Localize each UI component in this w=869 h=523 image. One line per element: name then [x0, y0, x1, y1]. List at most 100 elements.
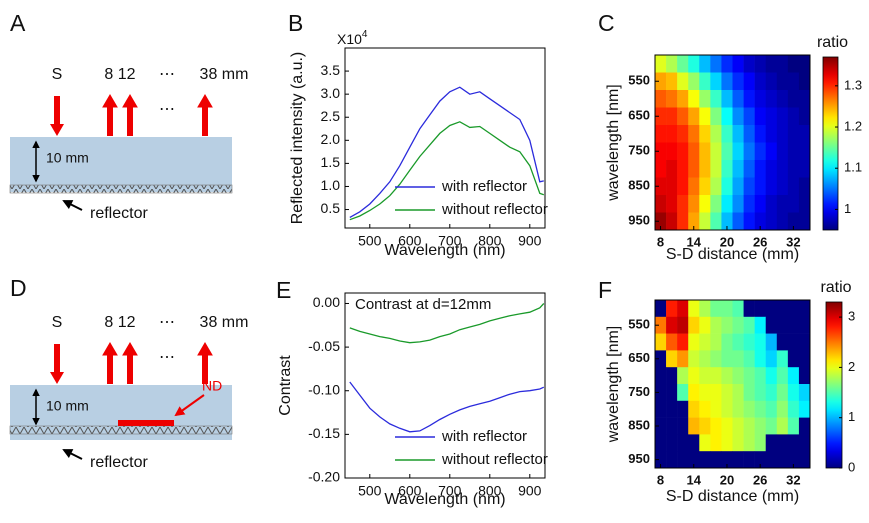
- heatmap-cell: [776, 55, 789, 73]
- heatmap-cell: [710, 125, 722, 143]
- heatmap-cell: [710, 434, 722, 452]
- colorbar-tick-label: 2: [848, 359, 855, 374]
- heatmap-cell: [743, 177, 755, 196]
- axes: 500 600 700 800 900 0.5 1.0 1.5 2.0 2.5 3.0 3.5: [321, 47, 546, 249]
- heatmap-cell: [688, 55, 700, 73]
- heatmap-cell: [677, 72, 689, 91]
- heatmap-cell: [666, 400, 678, 418]
- heatmap-cell: [787, 195, 800, 213]
- heatmap-cell: [798, 212, 811, 231]
- y-axis-label: wavelength [nm]: [605, 326, 622, 444]
- y-axis-label: Reflected intensity (a.u.): [289, 52, 306, 225]
- heatmap-cell: [688, 434, 700, 452]
- heatmap-cell: [732, 90, 744, 108]
- heatmap-cell: [677, 90, 689, 108]
- heatmap-cell: [765, 177, 778, 196]
- heatmap-cell: [666, 177, 678, 196]
- heatmap-cell: [787, 72, 800, 91]
- ellipsis: ⋯: [159, 66, 175, 83]
- y-tick-label: -0.20: [308, 469, 340, 485]
- x-tick-label: 32: [786, 472, 800, 487]
- heatmap-cell: [754, 417, 767, 435]
- x-tick-label: 800: [478, 483, 502, 499]
- heatmap-cell: [677, 212, 689, 231]
- heatmap-cell: [732, 195, 744, 213]
- heatmap-cell: [732, 367, 744, 385]
- x-tick-label: 500: [358, 483, 382, 499]
- heatmap-cell: [765, 195, 778, 213]
- heatmap-cell: [710, 55, 722, 73]
- heatmap-cell: [743, 125, 755, 143]
- heatmap-cell: [776, 367, 789, 385]
- heatmap-cell: [754, 55, 767, 73]
- heatmap-cell: [754, 350, 767, 368]
- heatmap-cell: [754, 333, 767, 351]
- x-tick-label: 14: [687, 472, 702, 487]
- heatmap-cell: [732, 142, 744, 161]
- heatmap-cell: [655, 384, 667, 402]
- x-tick-label: 14: [687, 234, 702, 249]
- heatmap-cell: [721, 333, 733, 351]
- heatmap-cell: [721, 212, 733, 231]
- source-arrow: [50, 372, 64, 384]
- heatmap-cell: [710, 107, 722, 126]
- annotation: Contrast at d=12mm: [355, 296, 491, 313]
- panel-label: B: [288, 10, 303, 36]
- heatmap-cell: [677, 142, 689, 161]
- heatmap-cell: [798, 384, 811, 402]
- heatmap-cell: [787, 90, 800, 108]
- heatmap-cell: [666, 384, 678, 402]
- y-tick-label: 3.0: [321, 85, 341, 101]
- heatmap-cell: [798, 350, 811, 368]
- colorbar-tick-label: 1.1: [844, 160, 862, 175]
- heatmap-cells: [655, 300, 811, 469]
- heatmap-cell: [732, 451, 744, 469]
- heatmap-cell: [655, 160, 667, 178]
- heatmap-cell: [743, 434, 755, 452]
- heatmap-cell: [743, 55, 755, 73]
- y-tick-label: -0.10: [308, 381, 340, 397]
- heatmap-cell: [677, 451, 689, 469]
- heatmap-cell: [754, 177, 767, 196]
- heatmap-cell: [677, 195, 689, 213]
- heatmap-cell: [787, 142, 800, 161]
- heatmap-cell: [655, 72, 667, 91]
- diagram: S 8 12 ⋯ 38 mm ⋯ 10 mm reflector: [9, 66, 248, 222]
- heatmap-cell: [666, 417, 678, 435]
- heatmap-cell: [688, 107, 700, 126]
- heatmap-cell: [798, 107, 811, 126]
- y-tick-label: 3.5: [321, 62, 341, 78]
- x-tick-label: 600: [398, 233, 422, 249]
- heatmap-cell: [666, 90, 678, 108]
- heatmap-cell: [710, 160, 722, 178]
- heatmap-cell: [765, 125, 778, 143]
- heatmap-cell: [776, 384, 789, 402]
- legend-label: with reflector: [441, 178, 527, 195]
- heatmap-cell: [699, 142, 711, 161]
- heatmap-cell: [765, 72, 778, 91]
- heatmap-cell: [677, 316, 689, 334]
- y-tick-label: 950: [628, 451, 650, 466]
- heatmap-cell: [655, 451, 667, 469]
- heatmap-cell: [710, 417, 722, 435]
- heatmap-cell: [754, 212, 767, 231]
- heatmap-cell: [776, 107, 789, 126]
- heatmap-cell: [677, 107, 689, 126]
- heatmap-cell: [721, 316, 733, 334]
- heatmap-cell: [688, 350, 700, 368]
- heatmap-cell: [754, 316, 767, 334]
- x-tick-label: 700: [438, 483, 462, 499]
- heatmap-cell: [776, 72, 789, 91]
- nd-arrow: [174, 394, 205, 417]
- y-tick-label: 750: [628, 143, 650, 158]
- heatmap-cell: [754, 367, 767, 385]
- heatmap-cell: [743, 212, 755, 231]
- heatmap-cell: [699, 417, 711, 435]
- heatmap-cell: [765, 333, 778, 351]
- x-tick-label: 26: [753, 472, 767, 487]
- heatmap-cell: [776, 160, 789, 178]
- heatmap-cell: [666, 316, 678, 334]
- y-tick-label: 850: [628, 178, 650, 193]
- colorbar-tick-label: 1.2: [844, 118, 862, 133]
